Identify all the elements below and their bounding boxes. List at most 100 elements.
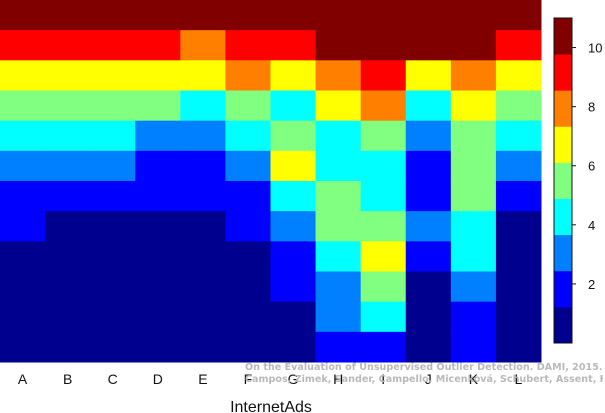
- heatmap-cell-I-12: [360, 331, 407, 363]
- heatmap-cell-F-2: [225, 30, 271, 61]
- heatmap-cell-E-1: [180, 0, 226, 31]
- heatmap-cell-F-1: [225, 0, 271, 31]
- heatmap-cell-K-5: [450, 120, 497, 152]
- heatmap-cell-K-6: [450, 150, 497, 182]
- heatmap-cell-I-8: [360, 211, 407, 242]
- heatmap-cell-F-11: [225, 301, 271, 333]
- heatmap-cell-J-6: [405, 150, 452, 182]
- heatmap-cell-L-3: [495, 60, 542, 91]
- heatmap-cell-K-1: [450, 0, 497, 31]
- heatmap-cell-D-6: [135, 150, 181, 182]
- heatmap-cell-J-2: [405, 30, 452, 61]
- heatmap-cell-I-10: [360, 271, 407, 303]
- heatmap-cell-J-1: [405, 0, 452, 31]
- heatmap-cell-L-2: [495, 30, 542, 61]
- heatmap-cell-D-9: [135, 241, 181, 272]
- heatmap-cell-A-5: [0, 120, 46, 152]
- heatmap-cell-K-8: [450, 211, 497, 242]
- heatmap-cell-K-11: [450, 301, 497, 333]
- credit-line-1: On the Evaluation of Unsupervised Outlie…: [245, 362, 603, 373]
- heatmap-cell-C-4: [90, 90, 136, 122]
- heatmap-cell-C-2: [90, 30, 136, 61]
- heatmap-cell-D-8: [135, 211, 181, 242]
- heatmap-cell-F-12: [225, 331, 271, 363]
- heatmap-cell-F-4: [225, 90, 271, 122]
- heatmap-cell-G-4: [270, 90, 317, 122]
- colorbar-swatch-9: [554, 18, 572, 55]
- heatmap-cell-L-8: [495, 211, 542, 242]
- heatmap-cell-D-7: [135, 181, 181, 212]
- heatmap-cell-C-3: [90, 60, 136, 91]
- colorbar-swatch-2: [554, 270, 572, 308]
- heatmap-cell-I-3: [360, 60, 407, 91]
- heatmap-cell-E-11: [180, 301, 226, 333]
- column-label-K: K: [469, 371, 479, 387]
- heatmap-cell-B-7: [45, 181, 91, 212]
- heatmap-cell-E-4: [180, 90, 226, 122]
- heatmap-cell-A-3: [0, 60, 46, 91]
- heatmap-cell-K-4: [450, 90, 497, 122]
- heatmap-cell-F-10: [225, 271, 271, 303]
- heatmap-cell-G-10: [270, 271, 317, 303]
- heatmap-cell-H-2: [315, 30, 362, 61]
- column-label-G: G: [288, 371, 299, 387]
- heatmap-cell-G-9: [270, 241, 317, 272]
- heatmap-cell-B-9: [45, 241, 91, 272]
- heatmap-cell-E-9: [180, 241, 226, 272]
- heatmap-cell-B-3: [45, 60, 91, 91]
- heatmap-cell-H-1: [315, 0, 362, 31]
- heatmap-cell-K-3: [450, 60, 497, 91]
- colorbar-swatch-4: [554, 198, 572, 236]
- heatmap-cell-B-11: [45, 301, 91, 333]
- heatmap-cell-E-5: [180, 120, 226, 152]
- heatmap-cell-J-11: [405, 301, 452, 333]
- colorbar-swatch-5: [554, 162, 572, 199]
- colorbar-swatch-1: [554, 306, 572, 344]
- heatmap-cell-H-3: [315, 60, 362, 91]
- heatmap-cell-C-10: [90, 271, 136, 303]
- heatmap-cell-G-2: [270, 30, 317, 61]
- heatmap-cell-J-3: [405, 60, 452, 91]
- heatmap-cell-G-7: [270, 181, 317, 212]
- column-label-D: D: [153, 371, 163, 387]
- column-label-E: E: [198, 371, 207, 387]
- heatmap-cell-J-8: [405, 211, 452, 242]
- colorbar: 2 4 6 8 10: [553, 17, 602, 344]
- heatmap-cell-A-1: [0, 0, 46, 31]
- heatmap-cell-E-6: [180, 150, 226, 182]
- heatmap-cell-B-2: [45, 30, 91, 61]
- heatmap-cell-F-7: [225, 181, 271, 212]
- heatmap-cell-B-8: [45, 211, 91, 242]
- heatmap-cell-K-10: [450, 271, 497, 303]
- heatmap-cell-E-7: [180, 181, 226, 212]
- heatmap-cell-L-10: [495, 271, 542, 303]
- column-label-B: B: [63, 371, 72, 387]
- heatmap-cell-G-1: [270, 0, 317, 31]
- heatmap-cell-H-10: [315, 271, 362, 303]
- heatmap-cell-H-4: [315, 90, 362, 122]
- heatmap-cell-F-9: [225, 241, 271, 272]
- heatmap-cell-D-10: [135, 271, 181, 303]
- heatmap-cell-D-1: [135, 0, 181, 31]
- heatmap-cell-H-5: [315, 120, 362, 152]
- colorbar-tick-label-2: 2: [588, 277, 595, 292]
- heatmap-cell-A-2: [0, 30, 46, 61]
- heatmap-cell-J-4: [405, 90, 452, 122]
- heatmap-cell-A-9: [0, 241, 46, 272]
- heatmap-cell-K-2: [450, 30, 497, 61]
- colorbar-swatch-8: [554, 54, 572, 91]
- heatmap-cell-E-10: [180, 271, 226, 303]
- heatmap-cell-B-6: [45, 150, 91, 182]
- heatmap-cell-B-4: [45, 90, 91, 122]
- colorbar-tick-label-8: 8: [588, 100, 595, 115]
- colorbar-frame: [553, 17, 573, 344]
- heatmap-cell-F-6: [225, 150, 271, 182]
- heatmap-cell-B-10: [45, 271, 91, 303]
- heatmap-cell-A-6: [0, 150, 46, 182]
- colorbar-swatches: [554, 18, 572, 344]
- heatmap-cell-H-12: [315, 331, 362, 363]
- heatmap-cell-D-12: [135, 331, 181, 363]
- heatmap-cell-D-2: [135, 30, 181, 61]
- column-label-A: A: [18, 371, 28, 387]
